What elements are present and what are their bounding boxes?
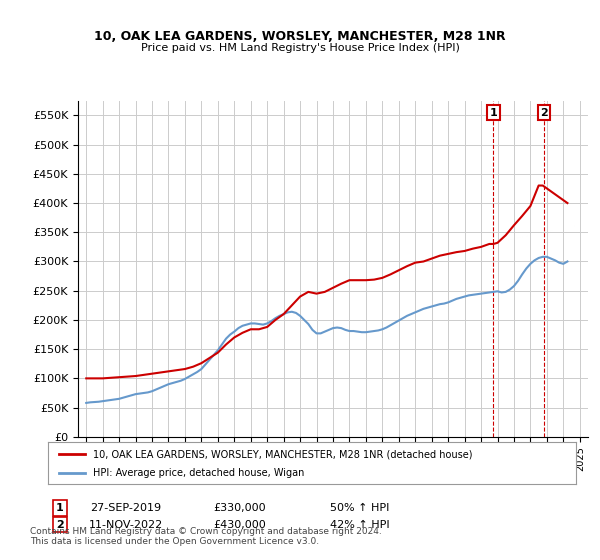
Text: HPI: Average price, detached house, Wigan: HPI: Average price, detached house, Wiga… <box>93 468 304 478</box>
Text: 50% ↑ HPI: 50% ↑ HPI <box>331 503 389 513</box>
Text: 1: 1 <box>56 503 64 513</box>
Text: 1: 1 <box>490 108 497 118</box>
Text: 2: 2 <box>540 108 548 118</box>
Text: 10, OAK LEA GARDENS, WORSLEY, MANCHESTER, M28 1NR: 10, OAK LEA GARDENS, WORSLEY, MANCHESTER… <box>94 30 506 43</box>
Text: 42% ↑ HPI: 42% ↑ HPI <box>330 520 390 530</box>
Text: Price paid vs. HM Land Registry's House Price Index (HPI): Price paid vs. HM Land Registry's House … <box>140 43 460 53</box>
Text: Contains HM Land Registry data © Crown copyright and database right 2024.
This d: Contains HM Land Registry data © Crown c… <box>30 526 382 546</box>
Text: 10, OAK LEA GARDENS, WORSLEY, MANCHESTER, M28 1NR (detached house): 10, OAK LEA GARDENS, WORSLEY, MANCHESTER… <box>93 449 472 459</box>
Text: 11-NOV-2022: 11-NOV-2022 <box>89 520 163 530</box>
Text: £430,000: £430,000 <box>214 520 266 530</box>
Text: 27-SEP-2019: 27-SEP-2019 <box>91 503 161 513</box>
Text: 2: 2 <box>56 520 64 530</box>
Text: £330,000: £330,000 <box>214 503 266 513</box>
